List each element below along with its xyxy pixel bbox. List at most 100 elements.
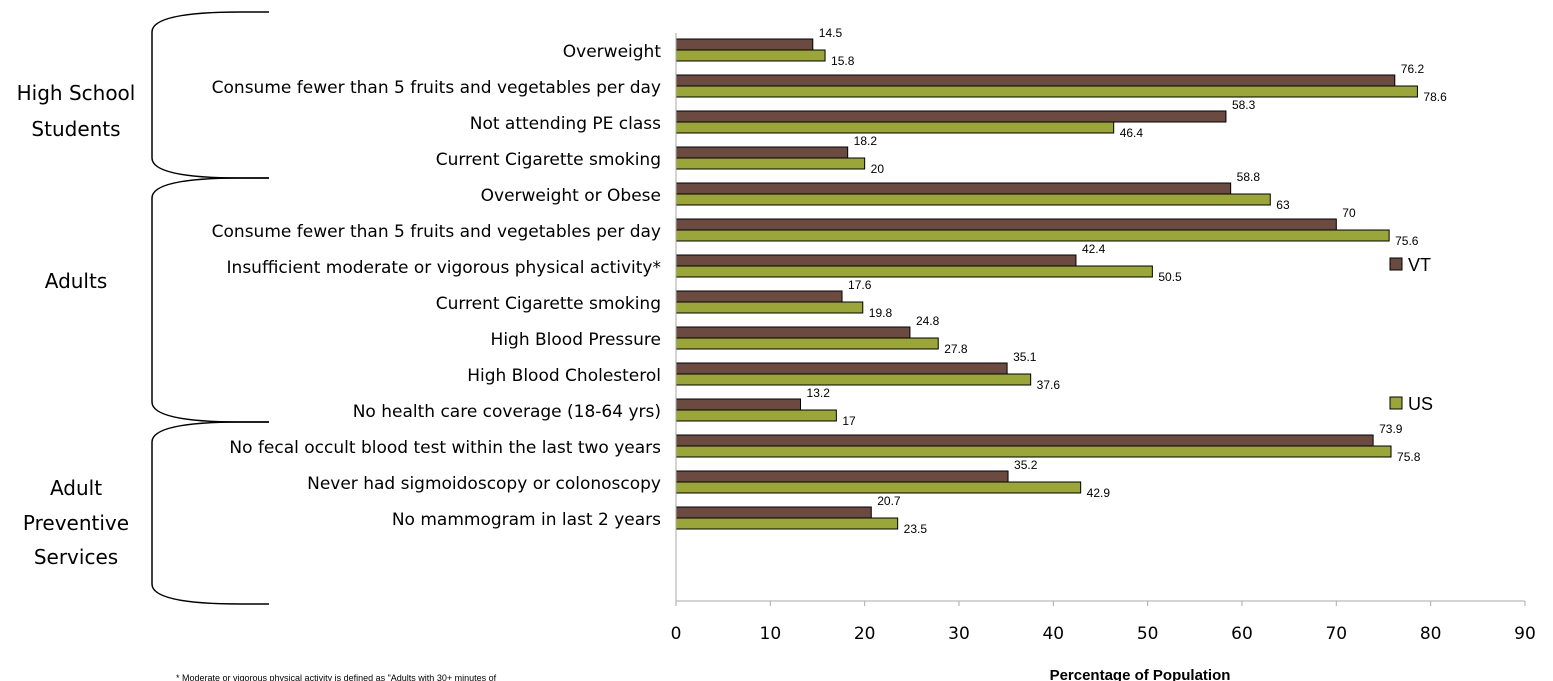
value-label-us: 50.5: [1158, 270, 1182, 284]
x-tick-label: 70: [1325, 624, 1347, 644]
legend-swatch-us: [1389, 396, 1403, 410]
group-bracket: [151, 11, 242, 179]
value-label-us: 75.8: [1397, 450, 1421, 464]
bar-us: [675, 193, 1271, 206]
value-label-vt: 76.2: [1401, 62, 1425, 76]
bar-us: [675, 337, 939, 350]
bar-us: [675, 157, 866, 170]
legend-swatch-vt: [1389, 257, 1403, 271]
x-tick-label: 40: [1042, 624, 1064, 644]
bar-vt: [675, 218, 1337, 231]
bars: 14.5 15.8 76.2 78.6 58.3 46.4 18.2 20 58.8 63 70 75…: [675, 26, 1447, 536]
bar-vt: [675, 506, 872, 519]
value-label-us: 78.6: [1423, 90, 1447, 104]
bar-vt: [675, 182, 1232, 195]
category-label: Current Cigarette smoking: [436, 150, 661, 170]
x-tick-label: 60: [1231, 624, 1253, 644]
legend: VT US: [1389, 255, 1433, 414]
group-label: Services: [34, 545, 118, 569]
group-brackets: [151, 11, 269, 605]
bar-vt: [675, 110, 1227, 123]
bar-vt: [675, 434, 1374, 447]
value-label-vt: 58.3: [1232, 98, 1256, 112]
bar-us: [675, 121, 1115, 134]
value-label-us: 37.6: [1037, 378, 1061, 392]
bar-vt: [675, 146, 849, 159]
value-label-us: 27.8: [944, 342, 968, 356]
value-label-vt: 13.2: [807, 386, 831, 400]
bar-us: [675, 229, 1390, 242]
value-label-vt: 24.8: [916, 314, 940, 328]
category-labels: Overweight Consume fewer than 5 fruits an…: [212, 42, 662, 530]
value-label-vt: 70: [1342, 206, 1356, 220]
value-label-us: 42.9: [1087, 486, 1111, 500]
value-label-vt: 58.8: [1237, 170, 1261, 184]
footnote: * Moderate or vigorous physical activity…: [176, 673, 497, 681]
category-label: Consume fewer than 5 fruits and vegetabl…: [212, 222, 661, 242]
group-label: Students: [31, 117, 120, 141]
bar-us: [675, 49, 826, 62]
bar-vt: [675, 470, 1009, 483]
value-label-vt: 20.7: [877, 494, 901, 508]
category-label: Not attending PE class: [470, 114, 661, 134]
value-label-vt: 14.5: [819, 26, 843, 40]
category-label: Overweight: [563, 42, 662, 62]
value-label-us: 15.8: [831, 54, 855, 68]
x-tick-label: 50: [1137, 624, 1159, 644]
category-label: Current Cigarette smoking: [436, 294, 661, 314]
value-label-us: 19.8: [869, 306, 893, 320]
category-label: No mammogram in last 2 years: [392, 510, 661, 530]
bar-vt: [675, 326, 911, 339]
value-label-us: 46.4: [1120, 126, 1144, 140]
bar-us: [675, 445, 1392, 458]
value-label-us: 23.5: [904, 522, 928, 536]
value-label-us: 20: [871, 162, 885, 176]
bar-us: [675, 373, 1032, 386]
group-label: High School: [17, 81, 136, 105]
bar-vt: [675, 290, 843, 303]
bar-vt: [675, 362, 1008, 375]
legend-label-vt: VT: [1408, 255, 1431, 275]
bar-us: [675, 517, 899, 530]
group-label: Adult: [50, 476, 102, 500]
x-axis-title: Percentage of Population: [1050, 667, 1231, 681]
group-bracket: [151, 421, 242, 605]
group-bracket: [151, 177, 242, 423]
value-label-vt: 42.4: [1082, 242, 1106, 256]
x-axis: 0 10 20 30 40 50 60 70 80 90: [671, 33, 1536, 644]
value-label-us: 63: [1276, 198, 1290, 212]
x-tick-label: 10: [760, 624, 782, 644]
legend-label-us: US: [1408, 394, 1433, 414]
group-labels: High School Students Adults Adult Preventive…: [17, 81, 136, 569]
bar-us: [675, 481, 1082, 494]
bar-us: [675, 265, 1153, 278]
category-label: No health care coverage (18-64 yrs): [353, 402, 661, 422]
value-label-vt: 35.2: [1014, 458, 1038, 472]
value-label-us: 17: [842, 414, 856, 428]
x-tick-label: 30: [948, 624, 970, 644]
x-tick-label: 20: [854, 624, 876, 644]
value-label-vt: 17.6: [848, 278, 872, 292]
bar-us: [675, 409, 837, 422]
group-label: Adults: [45, 269, 108, 293]
group-label: Preventive: [23, 511, 129, 535]
bar-us: [675, 85, 1418, 98]
category-label: Overweight or Obese: [481, 186, 661, 206]
category-label: High Blood Cholesterol: [467, 366, 661, 386]
value-label-vt: 73.9: [1379, 422, 1403, 436]
category-label: High Blood Pressure: [491, 330, 661, 350]
value-label-us: 75.6: [1395, 234, 1419, 248]
category-label: Consume fewer than 5 fruits and vegetabl…: [212, 78, 661, 98]
bar-vt: [675, 254, 1077, 267]
category-label: Never had sigmoidoscopy or colonoscopy: [307, 474, 661, 494]
value-label-vt: 18.2: [854, 134, 878, 148]
x-tick-label: 80: [1420, 624, 1442, 644]
category-label: Insufficient moderate or vigorous physic…: [227, 258, 661, 278]
category-label: No fecal occult blood test within the la…: [229, 438, 661, 458]
x-tick-label: 90: [1514, 624, 1536, 644]
x-tick-label: 0: [671, 624, 682, 644]
bar-us: [675, 301, 864, 314]
value-label-vt: 35.1: [1013, 350, 1037, 364]
bar-vt: [675, 38, 814, 51]
